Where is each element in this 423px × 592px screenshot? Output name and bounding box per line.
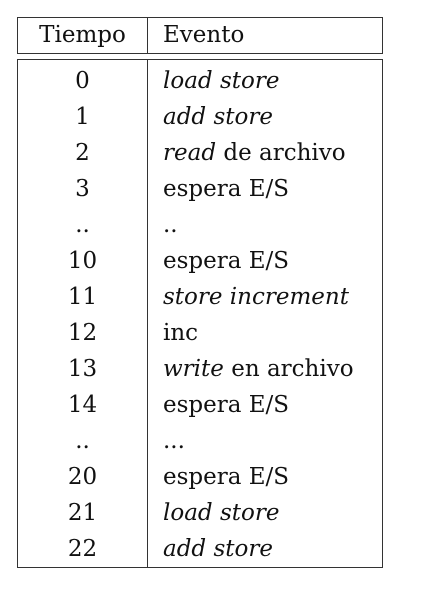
event-text: inc: [163, 320, 199, 346]
header-row: Tiempo Evento: [18, 18, 382, 53]
header-event: Evento: [163, 22, 245, 48]
event-text: write: [163, 356, 224, 382]
time-cell: 10: [67, 248, 98, 274]
time-cell: 3: [75, 176, 90, 202]
table-row: 10 espera E/S: [18, 243, 382, 279]
event-cell: load store: [147, 495, 382, 531]
table-row: 14 espera E/S: [18, 387, 382, 423]
event-cell: read de archivo: [147, 135, 382, 171]
table-row: ....: [18, 207, 382, 243]
event-cell: ...: [147, 423, 382, 459]
event-cell: write en archivo: [147, 351, 382, 387]
event-cell: espera E/S: [147, 459, 382, 495]
time-cell: 13: [67, 356, 98, 382]
event-text: store increment: [163, 284, 349, 310]
table-row: .....: [18, 423, 382, 459]
event-cell: espera E/S: [147, 243, 382, 279]
event-timeline-table: Tiempo Evento 0 load store 1 add store 2 read…: [17, 17, 383, 568]
event-text: de archivo: [216, 140, 346, 166]
event-cell: store increment: [147, 279, 382, 315]
time-cell: 2: [75, 140, 90, 166]
table-row: 3 espera E/S: [18, 171, 382, 207]
table-row: 11 store increment: [18, 279, 382, 315]
table-row: 0 load store: [18, 63, 382, 99]
table-row: 1 add store: [18, 99, 382, 135]
event-text: espera E/S: [163, 176, 290, 202]
table-row: 2 read de archivo: [18, 135, 382, 171]
event-cell: espera E/S: [147, 387, 382, 423]
event-cell: load store: [147, 63, 382, 99]
header-time: Tiempo: [39, 22, 126, 48]
table-row: 21 load store: [18, 495, 382, 531]
event-text: load store: [163, 500, 280, 526]
table-row: 20 espera E/S: [18, 459, 382, 495]
table-header: Tiempo Evento: [17, 17, 383, 54]
time-cell: 14: [67, 392, 98, 418]
event-cell: inc: [147, 315, 382, 351]
table-body: 0 load store 1 add store 2 read de archivo 3 es…: [17, 59, 383, 568]
event-cell: ..: [147, 207, 382, 243]
event-text: load store: [163, 68, 280, 94]
table-row: 22 add store: [18, 531, 382, 567]
column-divider: [147, 18, 148, 53]
time-cell: ..: [75, 428, 90, 454]
time-cell: 21: [67, 500, 98, 526]
time-cell: 1: [75, 104, 90, 130]
event-cell: add store: [147, 531, 382, 567]
time-cell: 12: [67, 320, 98, 346]
event-text: espera E/S: [163, 248, 290, 274]
time-cell: ..: [75, 212, 90, 238]
event-text: add store: [163, 536, 273, 562]
time-cell: 20: [67, 464, 98, 490]
time-cell: 0: [75, 68, 90, 94]
column-divider: [147, 60, 148, 567]
event-text: ...: [163, 428, 185, 454]
event-cell: espera E/S: [147, 171, 382, 207]
time-cell: 11: [67, 284, 98, 310]
time-cell: 22: [67, 536, 98, 562]
table-row: 12 inc: [18, 315, 382, 351]
event-text: read: [163, 140, 217, 166]
event-cell: add store: [147, 99, 382, 135]
event-text: ..: [163, 212, 178, 238]
event-text: en archivo: [223, 356, 354, 382]
table-row: 13 write en archivo: [18, 351, 382, 387]
event-text: espera E/S: [163, 392, 290, 418]
event-text: add store: [163, 104, 273, 130]
event-text: espera E/S: [163, 464, 290, 490]
